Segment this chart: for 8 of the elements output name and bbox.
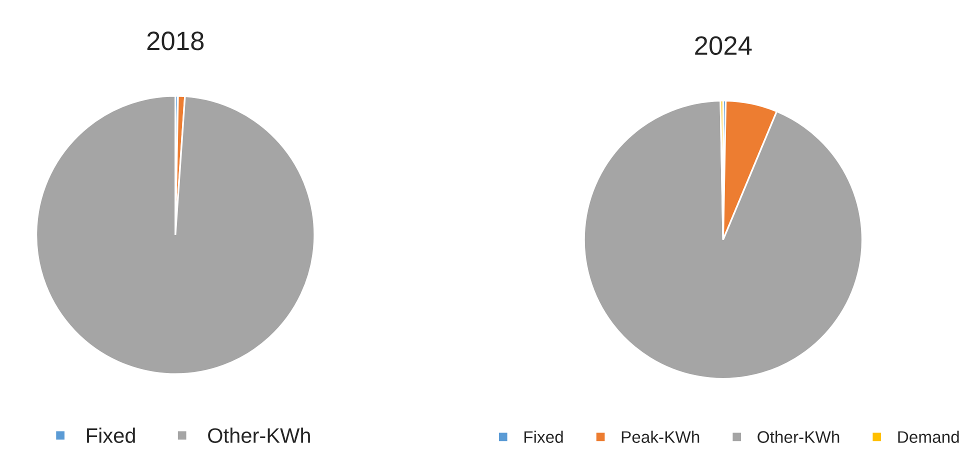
chart-title: 2018 <box>147 32 204 50</box>
legend-label: Fixed <box>524 430 563 443</box>
legend-label: Peak-KWh <box>622 430 700 443</box>
chart-title: 2024 <box>695 36 752 55</box>
legend-label: Other-KWh <box>208 428 310 443</box>
legend-label: Demand <box>898 430 959 443</box>
legend-label: Fixed <box>87 428 135 443</box>
legend-label: Other-KWh <box>758 430 840 443</box>
